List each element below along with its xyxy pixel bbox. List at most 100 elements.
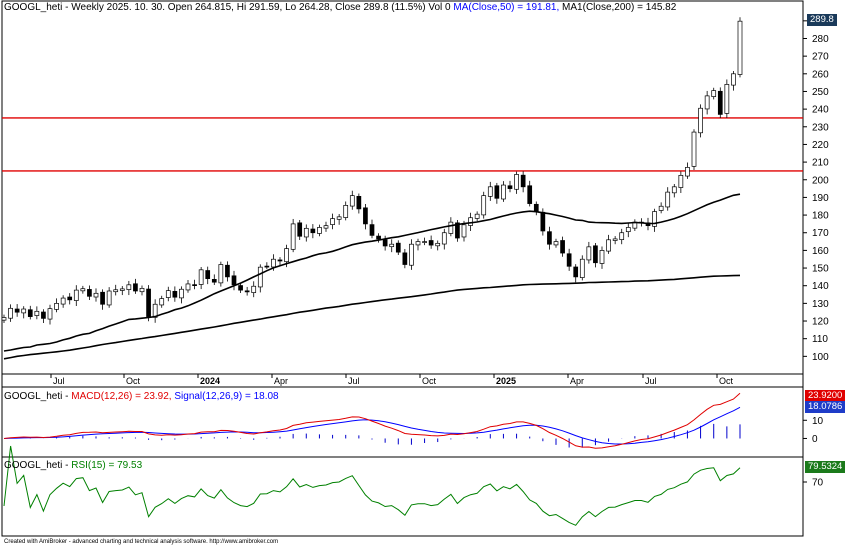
candle-body [547,231,552,245]
candle-body [579,258,585,278]
candle-body [113,289,119,293]
candle-body [441,232,447,245]
candle-body [317,227,322,234]
macd-line [3,392,741,449]
candle-body [724,84,730,114]
candle-body [303,227,309,238]
candle-body [8,307,13,319]
signal-value-tag: 18.0786 [805,401,846,413]
candle-body [527,185,533,204]
candle-body [225,264,230,278]
candle-body [685,167,690,177]
candle-body [330,218,335,225]
candle-body [363,207,368,225]
candle-body [395,242,401,253]
candle-body [369,224,375,236]
candle-body [205,270,211,279]
candle-body [455,222,460,239]
candle-body [297,222,303,237]
candle-body [468,217,473,226]
candle-body [540,211,546,232]
price-tick-label: 210 [812,158,829,169]
candle-body [599,250,605,264]
candle-body [501,184,506,200]
price-value-tag: 289.8 [807,14,837,26]
candle-body [60,297,66,305]
candle-body [126,284,132,290]
macd-value-tag: 23.9200 [805,390,846,402]
candle-body [271,258,276,268]
x-tick-label: Oct [422,376,437,386]
candle-body [264,265,270,268]
candle-body [277,259,283,262]
x-tick-label: Jul [645,376,657,386]
chart-frame [1,0,804,537]
candle-body [625,227,631,233]
price-title: GOOGL_heti - Weekly 2025. 10. 30. Open 2… [4,2,451,13]
candle-body [323,225,329,229]
price-tick-label: 270 [812,52,829,63]
price-tick-label: 170 [812,228,829,239]
candle-body [731,73,736,86]
candle-body [198,269,204,285]
candle-body [448,221,454,234]
candle-body [665,191,671,208]
candle-body [146,288,151,317]
candle-body [422,241,427,243]
footer-credit: Created with AmiBroker - advanced charti… [4,539,279,545]
rsi-label: RSI(15) = 79.53 [71,460,143,471]
candle-body [698,107,703,134]
candle-body [566,253,572,267]
candle-body [336,216,342,220]
candle-body [671,186,677,194]
price-tick-label: 160 [812,246,829,257]
price-tick-label: 120 [812,317,829,328]
price-panel-header: GOOGL_heti - Weekly 2025. 10. 30. Open 2… [4,2,676,13]
candle-body [54,303,59,310]
candle-body [409,243,414,266]
candle-body [533,203,539,212]
candle-body [586,246,592,261]
candle-body [80,288,86,292]
candle-body [343,205,349,218]
candle-body [356,196,362,210]
candle-body [494,185,500,199]
candle-body [507,185,513,189]
price-tick-label: 260 [812,69,829,80]
candle-body [691,131,697,167]
price-tick-label: 130 [812,299,829,310]
ma50-label: MA(Close,50) = 191.81, [453,2,560,13]
rsi-tick-label: 70 [812,478,824,489]
candle-body [100,291,105,305]
candle-body [717,90,723,115]
rsi-panel-name: GOOGL_heti - [4,460,72,471]
candle-body [165,290,171,298]
candle-body [606,239,611,252]
candle-body [481,195,487,216]
candle-body [290,223,296,250]
candle-body [218,264,224,284]
candle-body [93,292,99,298]
price-tick-label: 190 [812,193,829,204]
candle-body [461,224,467,238]
candle-body [73,289,79,301]
x-tick-label: Apr [570,376,584,386]
candle-body [376,235,381,240]
ma200-line [3,274,741,360]
candle-body [41,311,46,319]
price-tick-label: 150 [812,264,829,275]
candle-body [619,232,625,240]
candle-body [652,211,657,227]
candle-body [47,308,53,320]
candle-body [737,20,743,75]
candle-body [612,238,618,241]
candle-body [159,298,165,306]
x-tick-label: Jul [348,376,360,386]
price-tick-label: 280 [812,34,829,45]
candle-body [658,205,664,211]
rsi-line [3,445,741,526]
ma50-line [3,193,741,352]
candle-body [14,308,20,313]
candle-body [514,174,519,190]
candle-body [106,290,112,306]
